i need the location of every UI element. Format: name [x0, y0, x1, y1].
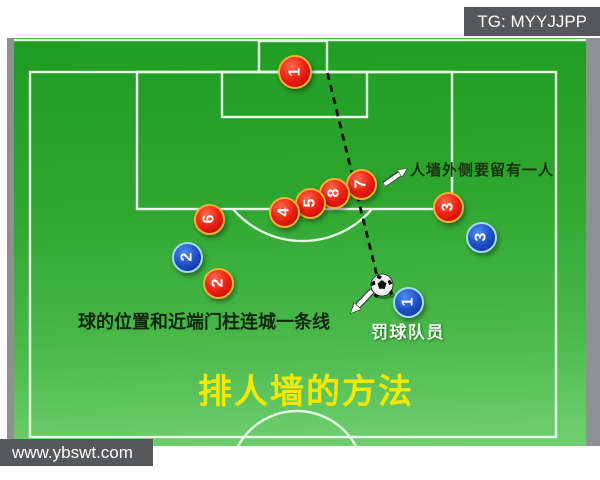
- player-blue-2: 2: [171, 241, 203, 273]
- page-title: 排人墙的方法: [198, 373, 414, 411]
- player-red-4: 4: [268, 196, 300, 228]
- player-blue-1: 1: [392, 286, 424, 318]
- penalty-arc: [232, 208, 373, 243]
- player-number: 7: [352, 179, 369, 189]
- player-number: 2: [209, 278, 226, 288]
- player-red-6: 6: [193, 203, 225, 235]
- player-red-7: 7: [345, 168, 377, 200]
- player-red-1: 1: [278, 55, 312, 89]
- ball-line-label: 球的位置和近端门柱连城一条线: [78, 312, 330, 332]
- player-blue-3: 3: [465, 221, 497, 253]
- penalty-area: [135, 70, 454, 211]
- kicker-label: 罚球队员: [371, 323, 445, 342]
- player-number: 4: [275, 207, 292, 217]
- wall-note-arrow-icon: [382, 168, 408, 188]
- player-number: 1: [286, 67, 303, 77]
- player-number: 3: [472, 232, 489, 242]
- player-number: 1: [399, 297, 416, 307]
- player-number: 5: [301, 198, 318, 208]
- tg-watermark-badge: TG: MYYJJPP: [464, 7, 600, 36]
- player-number: 3: [439, 202, 456, 212]
- soccer-ball: [370, 273, 395, 299]
- ball-direction-arrow-icon: [350, 288, 376, 314]
- player-number: 6: [200, 214, 217, 224]
- center-circle: [236, 409, 358, 446]
- player-number: 2: [178, 252, 195, 262]
- wall-note-label: 人墙外侧要留有一人: [410, 163, 555, 179]
- player-red-3: 3: [432, 191, 464, 223]
- player-number: 8: [325, 188, 342, 198]
- site-watermark-badge: www.ybswt.com: [0, 439, 153, 466]
- player-red-2: 2: [202, 267, 234, 299]
